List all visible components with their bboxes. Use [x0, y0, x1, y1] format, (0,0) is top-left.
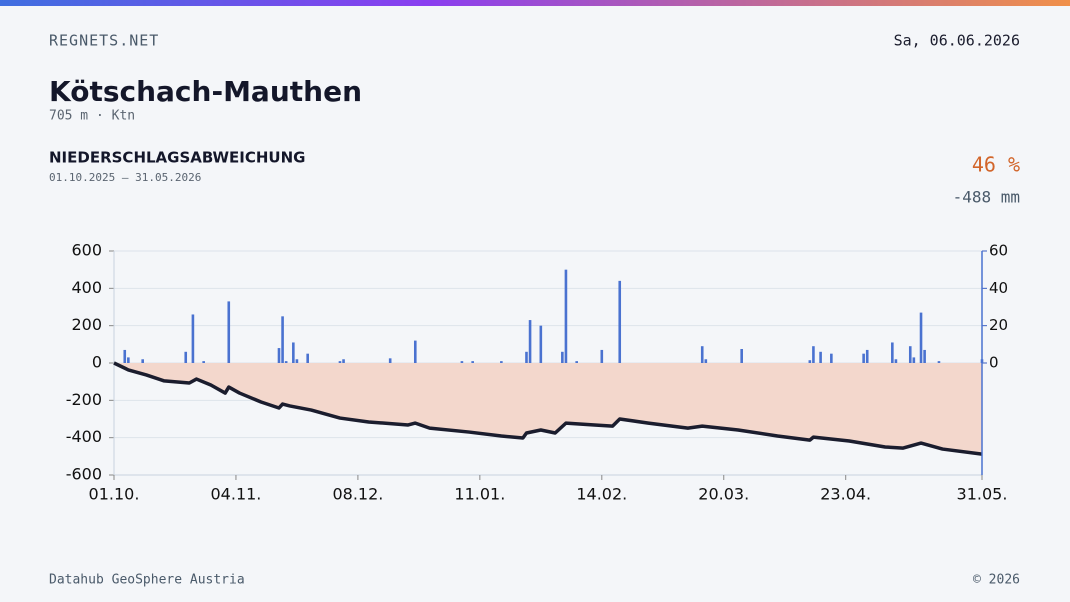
y-tick-label: -200	[66, 390, 102, 409]
station-title: Kötschach-Mauthen	[49, 75, 362, 108]
precip-bar	[306, 353, 309, 363]
y2-tick-label: 0	[989, 354, 999, 372]
precip-bar	[891, 342, 894, 363]
plot: -600 -400 -200 0 200 400 600 0 20 40 60 01.10. 04.11…	[66, 241, 1008, 504]
precip-bar	[471, 361, 474, 363]
precip-bar	[413, 340, 417, 363]
x-tick-label: 08.12.	[332, 485, 383, 504]
y-tick-label: 400	[71, 278, 102, 297]
deviation-area	[114, 363, 982, 455]
precip-bar	[277, 348, 281, 363]
precip-bar	[528, 320, 532, 363]
accent-bar	[0, 0, 1070, 6]
precip-bar	[561, 351, 564, 363]
precip-bar	[912, 357, 916, 363]
precip-bar	[812, 346, 815, 363]
precip-bar	[700, 346, 704, 363]
precip-bar	[937, 361, 941, 363]
precip-bar	[191, 314, 195, 363]
precip-bar	[923, 349, 926, 363]
period: 01.10.2025 – 31.05.2026	[49, 171, 201, 184]
precip-bar	[460, 361, 464, 363]
precip-bar	[830, 353, 833, 363]
x-tick-label: 01.10.	[89, 485, 140, 504]
precip-bar	[342, 359, 345, 363]
precip-bar	[388, 358, 392, 363]
precip-bar	[575, 361, 578, 363]
precip-bar	[539, 325, 543, 363]
y-tick-label: -400	[66, 427, 102, 446]
precip-bar	[919, 312, 923, 363]
precip-bar	[740, 349, 743, 363]
precip-bar	[184, 351, 188, 363]
deviation-line	[113, 361, 983, 456]
source: Datahub GeoSphere Austria	[49, 573, 245, 588]
y-tick-label: 600	[71, 241, 102, 260]
precip-bar	[292, 342, 295, 363]
percent: 46 %	[972, 153, 1020, 177]
precip-bar	[295, 359, 299, 363]
precip-bar	[618, 280, 622, 363]
copyright: © 2026	[973, 573, 1020, 588]
x-tick-label: 11.01.	[454, 485, 505, 504]
x-tick-label: 23.04.	[820, 485, 871, 504]
precip-bar	[123, 349, 127, 363]
y2-tick-label: 60	[989, 242, 1008, 260]
precip-bar	[141, 359, 144, 363]
precip-bar	[202, 361, 205, 363]
y-tick-label: 200	[71, 315, 102, 334]
site-name: REGNETS.NET	[49, 32, 159, 50]
x-tick-label: 20.03.	[698, 485, 749, 504]
x-tick-label: 31.05.	[957, 485, 1008, 504]
y-tick-label: 0	[92, 353, 102, 372]
precip-bar	[525, 351, 528, 363]
precip-bar	[600, 349, 604, 363]
precip-bar	[338, 361, 342, 363]
precip-bar	[564, 269, 568, 363]
precip-bar	[227, 301, 231, 363]
precip-bar	[894, 359, 898, 363]
precip-bar	[281, 316, 284, 363]
precip-bar	[808, 360, 812, 363]
precip-bar	[862, 353, 865, 363]
x-tick-label: 14.02.	[576, 485, 627, 504]
date: Sa, 06.06.2026	[894, 32, 1020, 50]
precip-bar	[500, 361, 503, 363]
precip-bar	[127, 357, 130, 363]
precip-bar	[908, 346, 912, 363]
x-tick-label: 04.11.	[211, 485, 262, 504]
station-subtitle: 705 m · Ktn	[49, 109, 135, 124]
y2-tick-label: 40	[989, 279, 1008, 297]
precip-bar	[284, 361, 288, 363]
section-title: NIEDERSCHLAGSABWEICHUNG	[49, 149, 305, 167]
y-tick-label: -600	[66, 465, 102, 484]
deviation: -488 mm	[953, 188, 1020, 207]
precip-bar	[704, 359, 708, 363]
y2-tick-label: 20	[989, 316, 1008, 334]
precip-bar	[819, 351, 822, 363]
precip-bar	[865, 349, 869, 363]
